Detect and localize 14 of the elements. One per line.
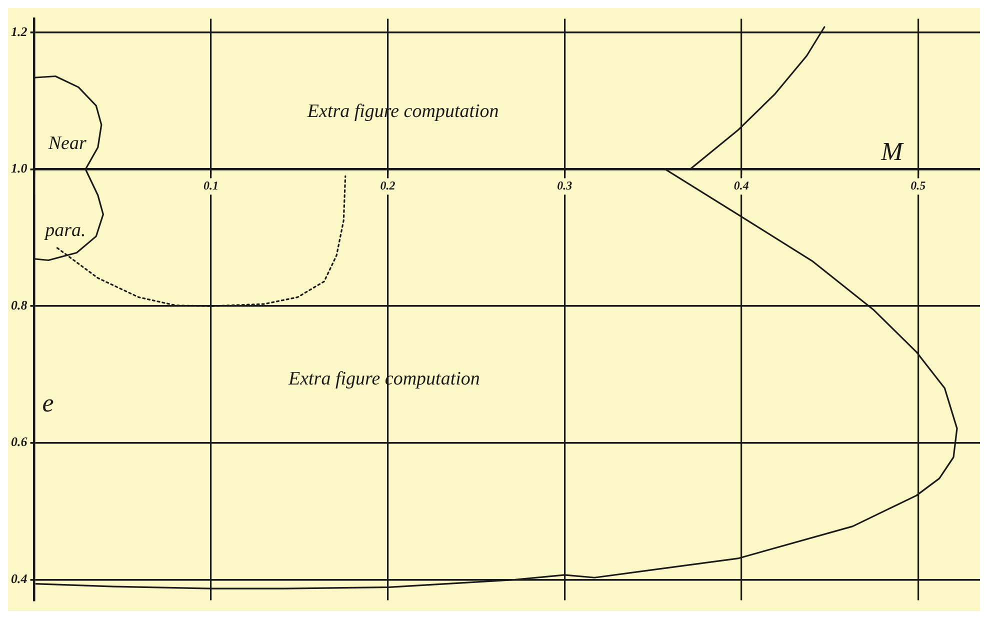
y-tick-label: 0.6	[11, 434, 28, 450]
annotation: para.	[43, 220, 86, 242]
x-tick-label: 0.4	[734, 178, 749, 193]
y-tick-label: 0.8	[11, 297, 28, 312]
x-tick-label: 0.5	[910, 178, 926, 193]
y-tick-label: 1.2	[11, 24, 28, 39]
x-axis-title: M	[880, 137, 904, 166]
annotation: Near	[47, 132, 87, 154]
y-tick-label: 0.4	[11, 571, 28, 586]
x-tick-label: 0.2	[380, 178, 396, 193]
y-tick-label: 1.0	[11, 160, 28, 176]
y-axis-title: e	[42, 388, 54, 418]
x-tick-label: 0.3	[557, 178, 572, 193]
x-tick-label: 0.1	[204, 178, 219, 193]
